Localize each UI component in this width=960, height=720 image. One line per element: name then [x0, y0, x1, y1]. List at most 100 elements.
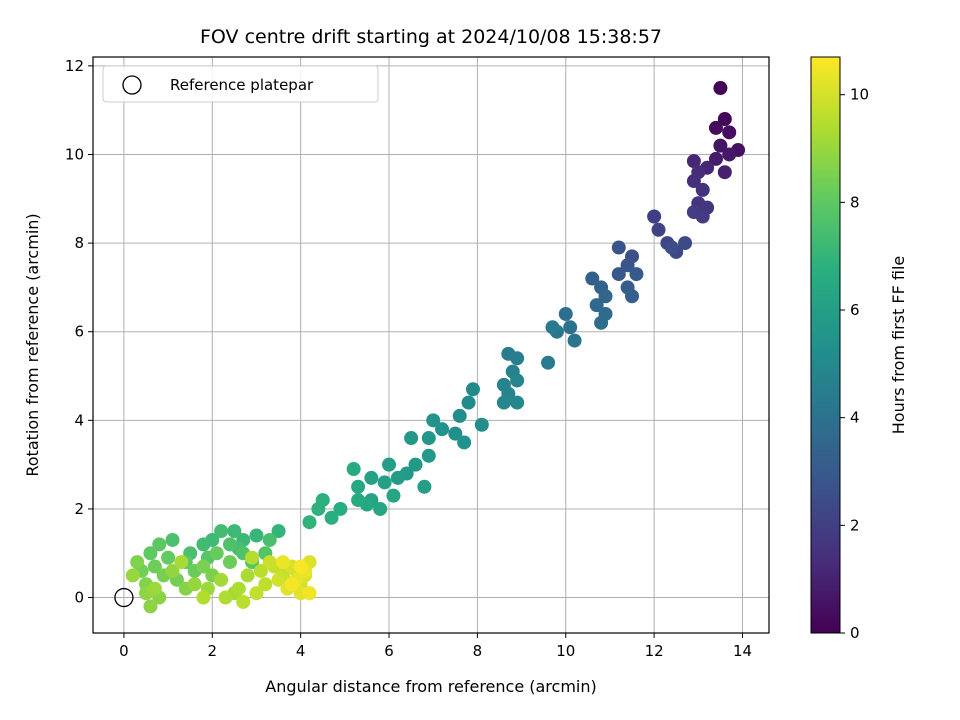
colorbar-ticks: 0 2 4 6 8 10 [840, 86, 869, 642]
data-point [152, 537, 167, 552]
data-point [130, 555, 145, 570]
x-tick-label: 0 [119, 642, 129, 660]
data-point [333, 501, 348, 516]
data-point [404, 431, 419, 446]
data-point [708, 151, 723, 166]
data-point [143, 546, 158, 561]
colorbar-tick-label: 4 [850, 409, 860, 427]
y-axis-ticks: 0 2 4 6 8 10 12 [65, 57, 93, 607]
data-point [147, 559, 162, 574]
data-point [664, 240, 679, 255]
colorbar-tick-label: 10 [850, 86, 869, 104]
data-point [249, 528, 264, 543]
data-point [421, 431, 436, 446]
x-tick-label: 4 [296, 642, 306, 660]
data-point [196, 559, 211, 574]
data-point [187, 577, 202, 592]
data-point [629, 267, 644, 282]
data-point [722, 125, 737, 140]
x-tick-label: 14 [733, 642, 752, 660]
plot-frame [92, 56, 770, 634]
data-point [174, 555, 189, 570]
data-point [611, 267, 626, 282]
data-point [448, 426, 463, 441]
data-point [262, 532, 277, 547]
data-point [253, 563, 268, 578]
data-point [227, 524, 242, 539]
data-point [302, 586, 317, 601]
colorbar-tick-label: 2 [850, 516, 860, 534]
data-point [717, 112, 732, 127]
data-point [364, 470, 379, 485]
chart-title: FOV centre drift starting at 2024/10/08 … [200, 26, 662, 48]
data-point [563, 320, 578, 335]
data-point [651, 222, 666, 237]
data-point [218, 590, 233, 605]
data-point [421, 448, 436, 463]
data-point [351, 493, 366, 508]
data-point [346, 462, 361, 477]
data-point [722, 147, 737, 162]
reference-point [114, 587, 134, 608]
data-point [426, 413, 441, 428]
data-point [390, 470, 405, 485]
x-tick-label: 12 [645, 642, 664, 660]
data-point [594, 315, 609, 330]
data-point [275, 555, 290, 570]
x-tick-label: 6 [384, 642, 394, 660]
data-point [284, 577, 299, 592]
data-point [143, 599, 158, 614]
data-point [324, 510, 339, 525]
data-point [567, 333, 582, 348]
y-axis-label: Rotation from reference (arcmin) [23, 213, 42, 476]
data-point [417, 479, 432, 494]
data-point [510, 373, 525, 388]
data-point [377, 475, 392, 490]
data-point [196, 590, 211, 605]
data-point [125, 568, 140, 583]
data-point [209, 546, 224, 561]
data-point [222, 537, 237, 552]
data-point [408, 457, 423, 472]
x-tick-label: 8 [473, 642, 483, 660]
data-point [240, 568, 255, 583]
y-tick-label: 0 [74, 589, 84, 607]
x-axis-ticks: 0 2 4 6 8 10 12 14 [119, 633, 752, 660]
data-point [510, 395, 525, 410]
legend: Reference platepar [102, 65, 379, 103]
data-point [302, 515, 317, 530]
legend-box [102, 65, 379, 103]
data-point [214, 524, 229, 539]
data-point [236, 594, 251, 609]
y-tick-label: 8 [74, 234, 84, 252]
grid-lines [93, 57, 769, 633]
data-point [510, 351, 525, 366]
legend-marker [122, 75, 142, 95]
data-point [695, 182, 710, 197]
data-point [598, 289, 613, 304]
data-point [713, 138, 728, 153]
data-point [545, 320, 560, 335]
data-point [620, 258, 635, 273]
data-point [231, 581, 246, 596]
data-point [686, 205, 701, 220]
data-point [245, 550, 260, 565]
data-point [647, 209, 662, 224]
data-point [271, 524, 286, 539]
colorbar-tick-label: 6 [850, 301, 860, 319]
data-point [474, 417, 489, 432]
data-point [249, 586, 264, 601]
data-point [461, 395, 476, 410]
data-point [271, 572, 286, 587]
data-point [558, 306, 573, 321]
y-tick-label: 10 [65, 145, 84, 163]
data-point [293, 559, 308, 574]
data-point [625, 289, 640, 304]
data-point [435, 422, 450, 437]
y-tick-label: 2 [74, 500, 84, 518]
x-tick-label: 2 [208, 642, 218, 660]
data-point [161, 550, 176, 565]
data-point [452, 408, 467, 423]
data-point [262, 555, 277, 570]
data-point [165, 563, 180, 578]
